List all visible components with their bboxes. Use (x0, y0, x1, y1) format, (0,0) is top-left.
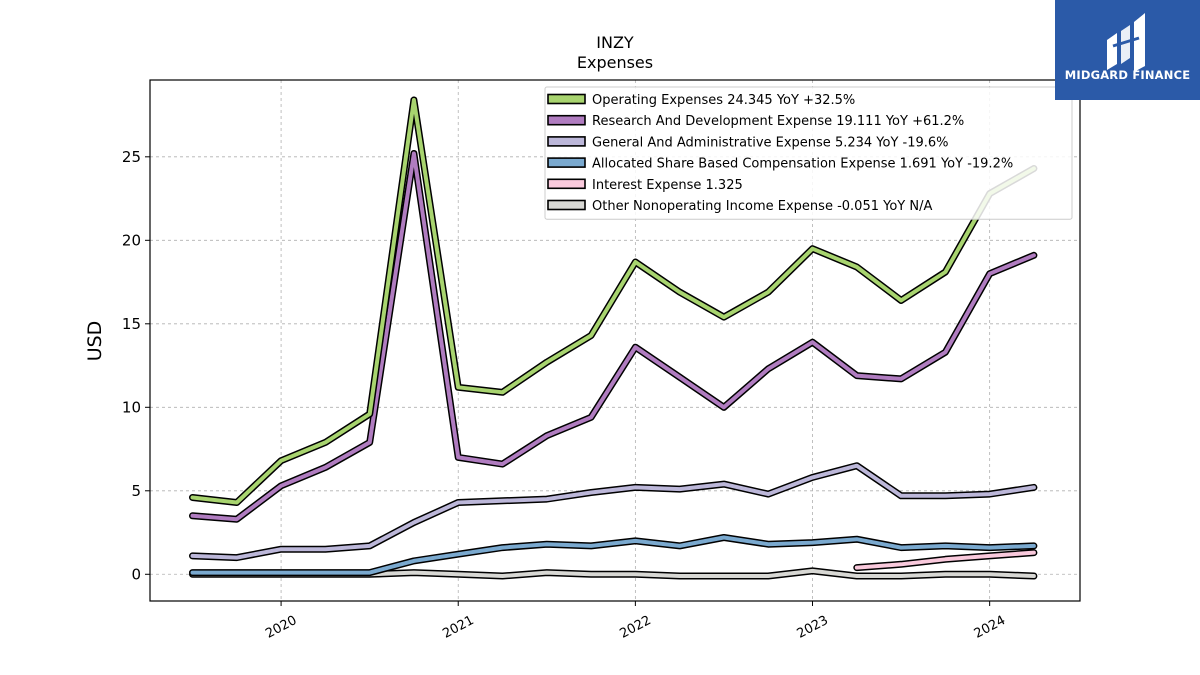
series-stroke (854, 550, 1036, 570)
legend-swatch (547, 199, 586, 211)
legend-item-label: Allocated Share Based Compensation Expen… (592, 157, 1013, 172)
series-stroke (190, 151, 1036, 522)
chart-subtitle: Expenses (577, 53, 653, 72)
series-stroke (190, 463, 1036, 560)
series-line-1 (189, 150, 1038, 523)
series-line-2 (189, 462, 1038, 562)
x-tick-label: 2024 (972, 613, 1008, 642)
y-tick-label: 25 (122, 148, 141, 166)
x-tick-label: 2021 (440, 613, 476, 642)
legend-box (544, 86, 1073, 220)
x-tick-label: 2022 (617, 613, 653, 642)
brand-name: MIDGARD FINANCE (1064, 68, 1191, 82)
series-line-0 (189, 96, 1038, 506)
brand-logo: MIDGARD FINANCE (1055, 0, 1200, 100)
legend-swatch (547, 157, 586, 168)
y-tick-label: 20 (122, 231, 141, 249)
legend-item-label: Operating Expenses 24.345 YoY +32.5% (592, 93, 855, 108)
x-tick-label: 2023 (795, 613, 831, 642)
legend-swatch (547, 93, 586, 105)
legend-swatch (547, 136, 586, 147)
legend-item-label: Interest Expense 1.325 (592, 178, 743, 193)
legend: Operating Expenses 24.345 YoY +32.5% Rese… (544, 86, 1073, 220)
series-line-3 (189, 534, 1038, 577)
legend-item-label: Other Nonoperating Income Expense -0.051… (592, 199, 932, 214)
y-tick-label: 0 (131, 565, 141, 583)
legend-item-label: Research And Development Expense 19.111 … (592, 114, 964, 129)
legend-item-label: General And Administrative Expense 5.234… (592, 135, 949, 150)
x-tick-label: 2020 (263, 613, 299, 642)
y-tick-label: 10 (122, 398, 141, 416)
series-stroke (190, 535, 1036, 575)
legend-swatch (547, 178, 586, 190)
plot-frame (149, 79, 1081, 602)
chart-title: INZY (596, 33, 634, 52)
y-tick-label: 5 (131, 482, 141, 500)
legend-swatch (547, 114, 586, 126)
series-lines (189, 96, 1038, 580)
y-axis-label: USD (84, 321, 106, 362)
logo-mark-icon (1055, 0, 1200, 100)
y-tick-label: 15 (122, 315, 141, 333)
series-stroke (190, 98, 1036, 505)
series-line-4 (853, 549, 1038, 572)
